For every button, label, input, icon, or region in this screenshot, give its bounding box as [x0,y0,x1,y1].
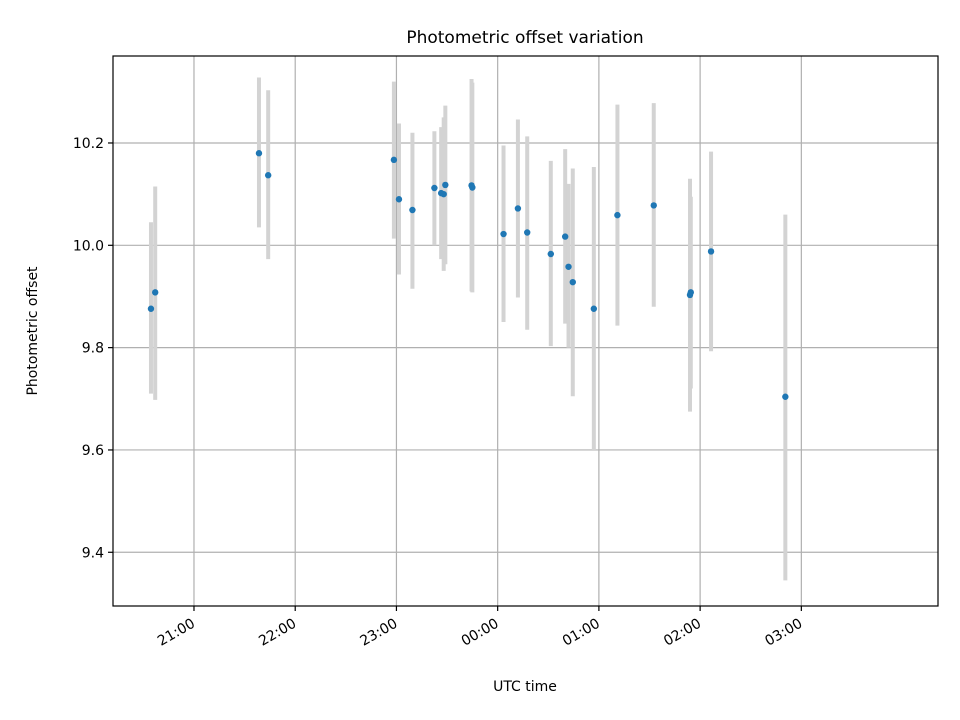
y-tick-label: 9.6 [82,443,104,459]
y-axis-label: Photometric offset [25,266,41,396]
x-tick-label: 22:00 [256,616,299,650]
data-point [390,156,398,164]
data-point [561,233,569,240]
data-point [782,393,789,400]
data-point [514,205,522,212]
data-point [440,190,447,198]
data-point [687,289,695,296]
y-axis: 9.4 9.6 9.8 10.0 10.2 [73,136,113,561]
data-point [707,248,715,255]
error-bars [148,77,788,581]
data-point [650,202,657,209]
data-point [431,184,438,192]
x-tick-label: 21:00 [155,616,198,650]
x-tick-label: 00:00 [459,616,502,650]
data-point [395,196,403,203]
data-point [500,230,507,238]
grid [113,56,938,606]
y-tick-label: 10.2 [73,136,104,152]
y-tick-label: 9.4 [82,545,104,561]
data-point [264,172,272,179]
data-point [524,229,531,236]
data-point [565,263,572,270]
y-tick-label: 10.0 [73,238,104,254]
x-tick-label: 23:00 [357,616,400,650]
data-point [409,206,416,214]
data-point [614,211,621,219]
data-points [147,150,789,400]
data-point [255,150,263,157]
data-point [442,181,449,189]
data-point [469,184,476,191]
data-point [590,305,598,312]
data-point [152,289,159,296]
y-tick-label: 9.8 [82,341,104,357]
x-tick-label: 01:00 [560,616,603,650]
data-point [569,278,576,286]
x-axis: 21:00 22:00 23:00 00:00 01:00 02:00 03:00 [155,606,805,650]
x-axis-label: UTC time [493,679,557,695]
data-point [147,305,155,312]
x-tick-label: 02:00 [661,616,704,650]
chart-title: Photometric offset variation [406,28,643,48]
plot-frame [112,55,939,607]
x-tick-label: 03:00 [762,616,805,650]
data-point [547,250,555,258]
